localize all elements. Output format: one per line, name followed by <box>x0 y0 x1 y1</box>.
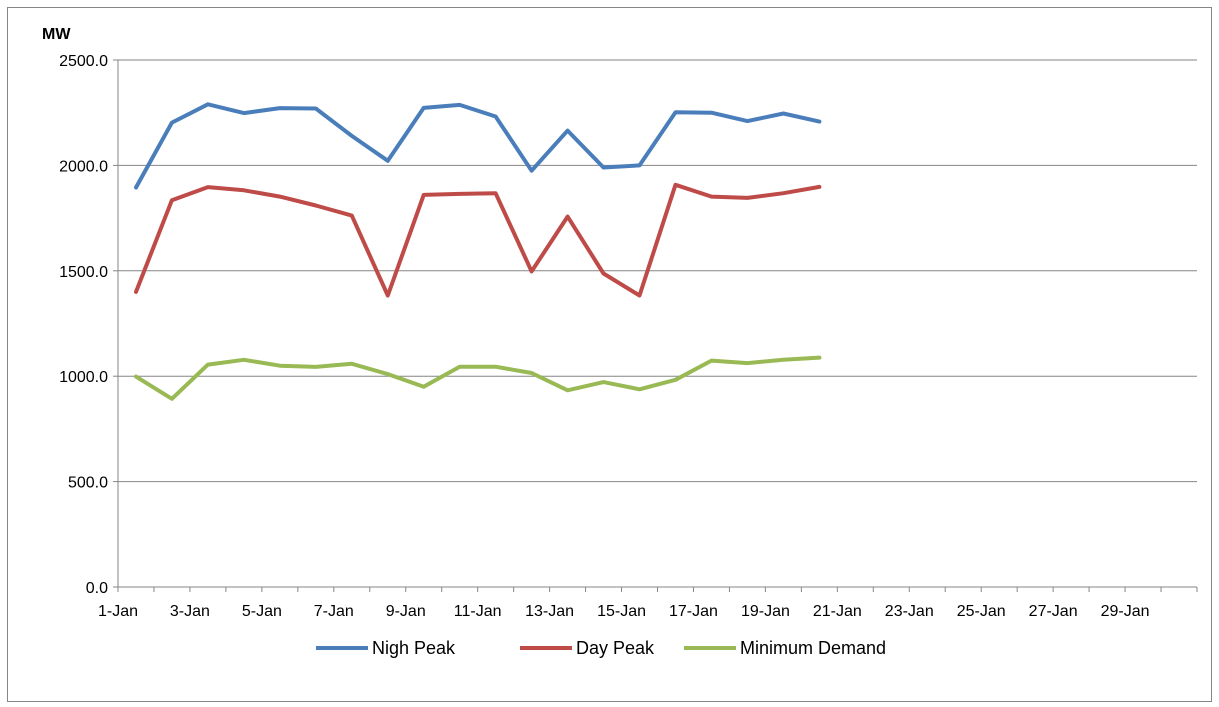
x-tick-label: 11-Jan <box>454 603 502 620</box>
y-tick-label: 1000.0 <box>59 369 108 386</box>
x-tick-label: 19-Jan <box>741 603 790 620</box>
legend-label: Day Peak <box>576 638 655 658</box>
legend-label: Nigh Peak <box>372 638 456 658</box>
x-tick-label: 29-Jan <box>1101 603 1150 620</box>
x-tick-label: 25-Jan <box>957 603 1006 620</box>
legend-label: Minimum Demand <box>740 638 886 658</box>
chart-area <box>7 7 1212 702</box>
series-line <box>134 102 822 190</box>
x-tick-label: 27-Jan <box>1029 603 1078 620</box>
x-tick-label: 17-Jan <box>669 603 718 620</box>
y-tick-label: 1500.0 <box>59 264 108 281</box>
x-tick-label: 3-Jan <box>170 603 210 620</box>
y-tick-label: 2500.0 <box>59 53 108 70</box>
x-tick-label: 7-Jan <box>314 603 354 620</box>
series-line <box>134 355 822 401</box>
x-tick-label: 15-Jan <box>597 603 646 620</box>
series-line <box>134 182 822 298</box>
y-tick-label: 0.0 <box>86 580 108 597</box>
x-tick-label: 21-Jan <box>813 603 862 620</box>
x-tick-label: 1-Jan <box>98 603 138 620</box>
x-tick-label: 23-Jan <box>885 603 934 620</box>
x-tick-label: 5-Jan <box>242 603 282 620</box>
x-tick-label: 9-Jan <box>386 603 426 620</box>
y-tick-label: 2000.0 <box>59 158 108 175</box>
y-axis-unit: MW <box>42 26 71 43</box>
x-tick-label: 13-Jan <box>525 603 574 620</box>
y-tick-label: 500.0 <box>68 475 108 492</box>
